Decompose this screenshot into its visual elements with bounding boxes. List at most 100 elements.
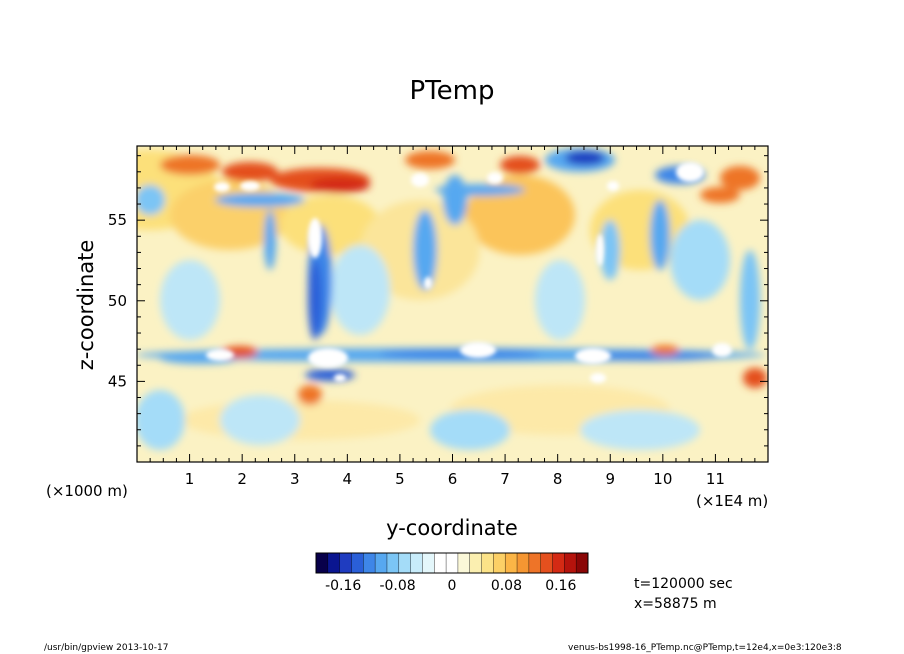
field-soft-layer <box>137 148 767 450</box>
field-patch <box>220 395 300 445</box>
field-patch <box>310 177 370 193</box>
field-white-patch <box>596 234 604 266</box>
x-tick-label: 6 <box>448 470 458 488</box>
field-patch <box>565 151 605 165</box>
x-tick-label: 1 <box>185 470 195 488</box>
field-white-patch <box>607 181 619 191</box>
field-patch <box>308 260 322 340</box>
colorbar-tick-label: 0.16 <box>545 578 576 594</box>
field-patch <box>743 368 767 388</box>
colorbar-tick-label: 0 <box>448 578 457 594</box>
field-patch <box>222 162 278 182</box>
field-white-patch <box>575 348 611 364</box>
field-white-patch <box>590 373 606 383</box>
colorbar-tick-label: 0.08 <box>491 578 522 594</box>
field-white-patch <box>308 218 322 258</box>
footer-left: /usr/bin/gpview 2013-10-17 <box>44 643 169 653</box>
field-sharp-layer <box>206 162 732 383</box>
colorbar-tick-label: -0.08 <box>379 578 415 594</box>
y-tick-label: 55 <box>108 211 127 229</box>
y-axis-label: z-coordinate <box>74 239 98 371</box>
footer-right: venus-bs1998-16_PTemp.nc@PTemp,t=12e4,x=… <box>568 643 842 653</box>
field-patch <box>405 151 455 169</box>
field-white-patch <box>240 181 260 191</box>
colorbar-swatch <box>386 553 400 573</box>
colorbar-tick-label: -0.16 <box>325 578 361 594</box>
field-white-patch <box>334 374 346 382</box>
x-scale-note: (×1E4 m) <box>696 492 769 510</box>
colorbar-swatch <box>457 553 471 573</box>
field-patch <box>580 351 720 361</box>
field-patch <box>670 220 730 300</box>
x-tick-label: 8 <box>553 470 563 488</box>
field-patch <box>600 220 620 280</box>
colorbar-frame <box>315 552 589 574</box>
colorbar-swatch <box>398 553 411 573</box>
field-patch <box>650 200 670 270</box>
x-tick-label: 3 <box>290 470 300 488</box>
field-patch <box>137 185 165 215</box>
colorbar-swatch <box>564 553 577 573</box>
y-tick-label: 50 <box>108 292 127 310</box>
field-patch <box>264 210 276 270</box>
field-patch <box>435 184 525 196</box>
colorbar-swatch <box>316 553 329 573</box>
colorbar-swatch <box>434 553 447 573</box>
colorbar-swatch <box>469 553 482 573</box>
field-patch <box>137 390 185 450</box>
field-patch <box>330 245 390 335</box>
field-patch <box>535 260 585 340</box>
field-white-patch <box>214 182 230 192</box>
field-patch <box>280 195 380 255</box>
colorbar-swatch <box>363 553 376 573</box>
position-annotation: x=58875 m <box>634 596 717 612</box>
field-patch <box>720 166 760 190</box>
colorbar-swatch <box>351 553 364 573</box>
field-patch <box>413 210 437 290</box>
x-tick-label: 7 <box>500 470 510 488</box>
field-patch <box>500 156 540 174</box>
field-white-patch <box>712 343 732 357</box>
field-white-patch <box>206 349 234 361</box>
field-patch <box>740 250 760 350</box>
x-tick-label: 5 <box>395 470 405 488</box>
colorbar-swatch <box>410 553 423 573</box>
field-patch <box>580 410 700 450</box>
field-patch <box>443 175 467 225</box>
colorbar-swatch <box>446 553 459 573</box>
colorbar-swatch <box>481 553 494 573</box>
colorbar-swatch <box>552 553 565 573</box>
field-white-patch <box>308 348 348 368</box>
field-white-patch <box>424 277 432 289</box>
colorbar-swatch <box>540 553 553 573</box>
field-patch <box>651 345 679 355</box>
colorbar-swatch <box>505 553 518 573</box>
x-unit-note: (×1000 m) <box>46 482 128 500</box>
field-patch <box>215 193 305 207</box>
x-tick-label: 10 <box>653 470 672 488</box>
field-white-patch <box>676 162 704 182</box>
colorbar-swatch <box>327 553 340 573</box>
colorbar-swatch <box>422 553 435 573</box>
field-patch <box>160 155 220 175</box>
colorbar: -0.16 -0.08 0 0.08 0.16 <box>315 552 589 594</box>
field-patch <box>160 260 220 340</box>
colorbar-swatch <box>576 553 589 573</box>
x-axis-label: y-coordinate <box>386 516 518 540</box>
x-tick-label: 4 <box>343 470 353 488</box>
field-patch <box>700 187 740 203</box>
colorbar-swatch <box>517 553 530 573</box>
time-annotation: t=120000 sec <box>634 576 733 592</box>
colorbar-swatch <box>493 553 506 573</box>
chart-title: PTemp <box>409 76 495 106</box>
field-white-patch <box>411 173 429 187</box>
y-tick-label: 45 <box>108 372 127 390</box>
x-tick-label: 11 <box>706 470 725 488</box>
colorbar-swatch <box>339 553 352 573</box>
field-patch <box>430 410 510 450</box>
field-patch <box>298 385 322 405</box>
field-patch <box>380 349 540 359</box>
field-patch <box>305 369 355 381</box>
ptemp-field <box>137 146 768 462</box>
